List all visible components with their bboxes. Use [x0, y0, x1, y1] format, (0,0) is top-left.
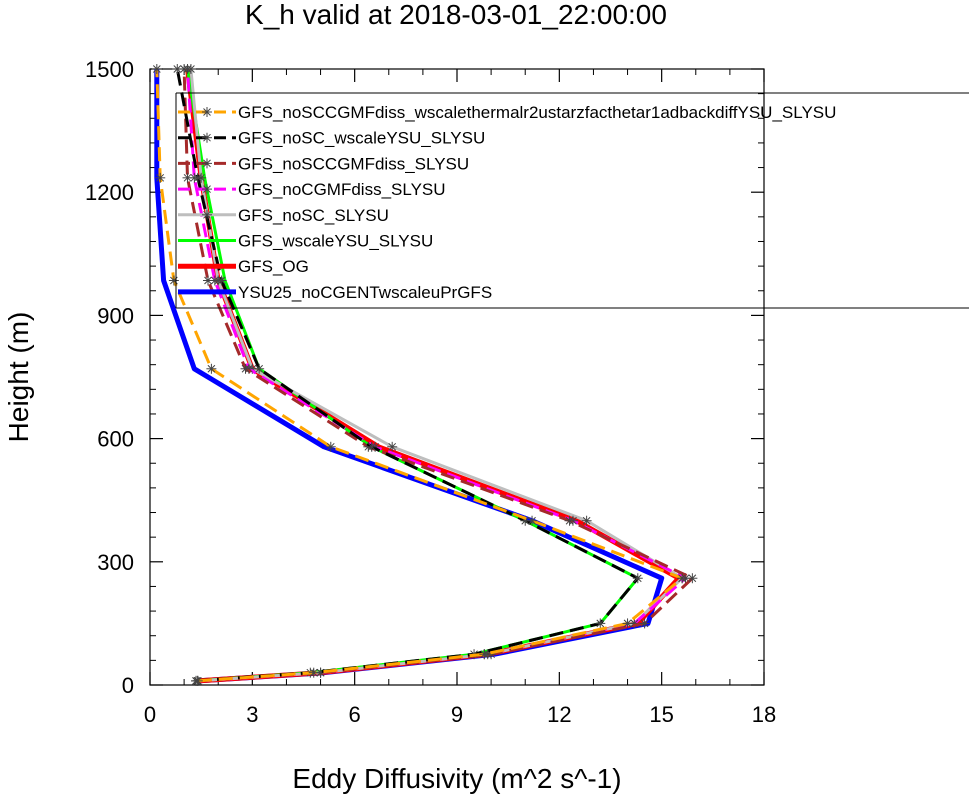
series-marker-1 [155, 172, 166, 183]
series-marker-3 [182, 172, 193, 183]
y-tick-label: 1500 [85, 57, 134, 82]
x-tick-label: 6 [349, 702, 361, 727]
legend-label-2: GFS_noSC_wscaleYSU_SLYSU [238, 129, 485, 148]
y-tick-label: 0 [122, 673, 134, 698]
y-tick-label: 1200 [85, 180, 134, 205]
x-tick-label: 3 [246, 702, 258, 727]
series-marker-1 [677, 573, 688, 584]
axis-ticks: 0 3 6 9 12 15 18 0 300 600 900 1200 1500 [85, 57, 776, 727]
series-marker-2 [172, 64, 183, 74]
series-marker-1 [479, 649, 490, 660]
legend-marker-2 [202, 132, 212, 143]
legend-label-8: YSU25_noCGENTwscaleuPrGFS [238, 283, 492, 302]
series-marker-3 [564, 515, 575, 526]
series-marker-1 [622, 618, 633, 629]
series-marker-2 [632, 573, 643, 584]
series-marker-3 [240, 363, 251, 374]
series-marker-1 [308, 667, 319, 678]
y-tick-label: 900 [97, 303, 134, 328]
x-tick-label: 18 [752, 702, 776, 727]
legend-label-5: GFS_noSC_SLYSU [238, 206, 389, 225]
series-marker-2 [595, 618, 606, 629]
x-tick-label: 15 [649, 702, 673, 727]
y-axis-title: Height (m) [3, 312, 34, 443]
series-marker-1 [206, 363, 217, 374]
series-marker-3 [687, 573, 698, 584]
series-marker-1 [325, 441, 336, 452]
series-marker-5 [387, 441, 398, 452]
x-tick-label: 0 [144, 702, 156, 727]
legend-marker-4 [202, 184, 212, 195]
series-marker-5 [581, 515, 592, 526]
series-marker-1 [527, 515, 538, 526]
series-marker-3 [202, 275, 213, 286]
series-marker-1 [168, 275, 179, 286]
series-marker-3 [639, 618, 650, 629]
x-tick-label: 9 [451, 702, 463, 727]
series-marker-2 [366, 441, 377, 452]
series-marker-2 [254, 363, 265, 374]
legend: GFS_noSCCGMFdiss_wscalethermalr2ustarzfa… [175, 92, 969, 309]
legend-marker-5 [202, 209, 212, 220]
series-marker-2 [192, 172, 203, 183]
series-marker-2 [216, 275, 227, 286]
x-axis-title: Eddy Diffusivity (m^2 s^-1) [292, 763, 621, 794]
y-tick-label: 300 [97, 550, 134, 575]
series-marker-1 [192, 675, 203, 686]
legend-label-1: GFS_noSCCGMFdiss_wscalethermalr2ustarzfa… [238, 103, 836, 122]
y-tick-label: 600 [97, 427, 134, 452]
series-layer [151, 64, 698, 686]
legend-marker-3 [202, 158, 212, 169]
legend-marker-1 [202, 107, 212, 117]
series-marker-1 [151, 64, 162, 74]
legend-label-7: GFS_OG [238, 257, 309, 276]
chart-title: K_h valid at 2018-03-01_22:00:00 [245, 0, 667, 30]
x-tick-label: 12 [547, 702, 571, 727]
legend-label-3: GFS_noSCCGMFdiss_SLYSU [238, 154, 469, 173]
legend-label-4: GFS_noCGMFdiss_SLYSU [238, 180, 446, 199]
legend-label-6: GFS_wscaleYSU_SLYSU [238, 232, 433, 251]
